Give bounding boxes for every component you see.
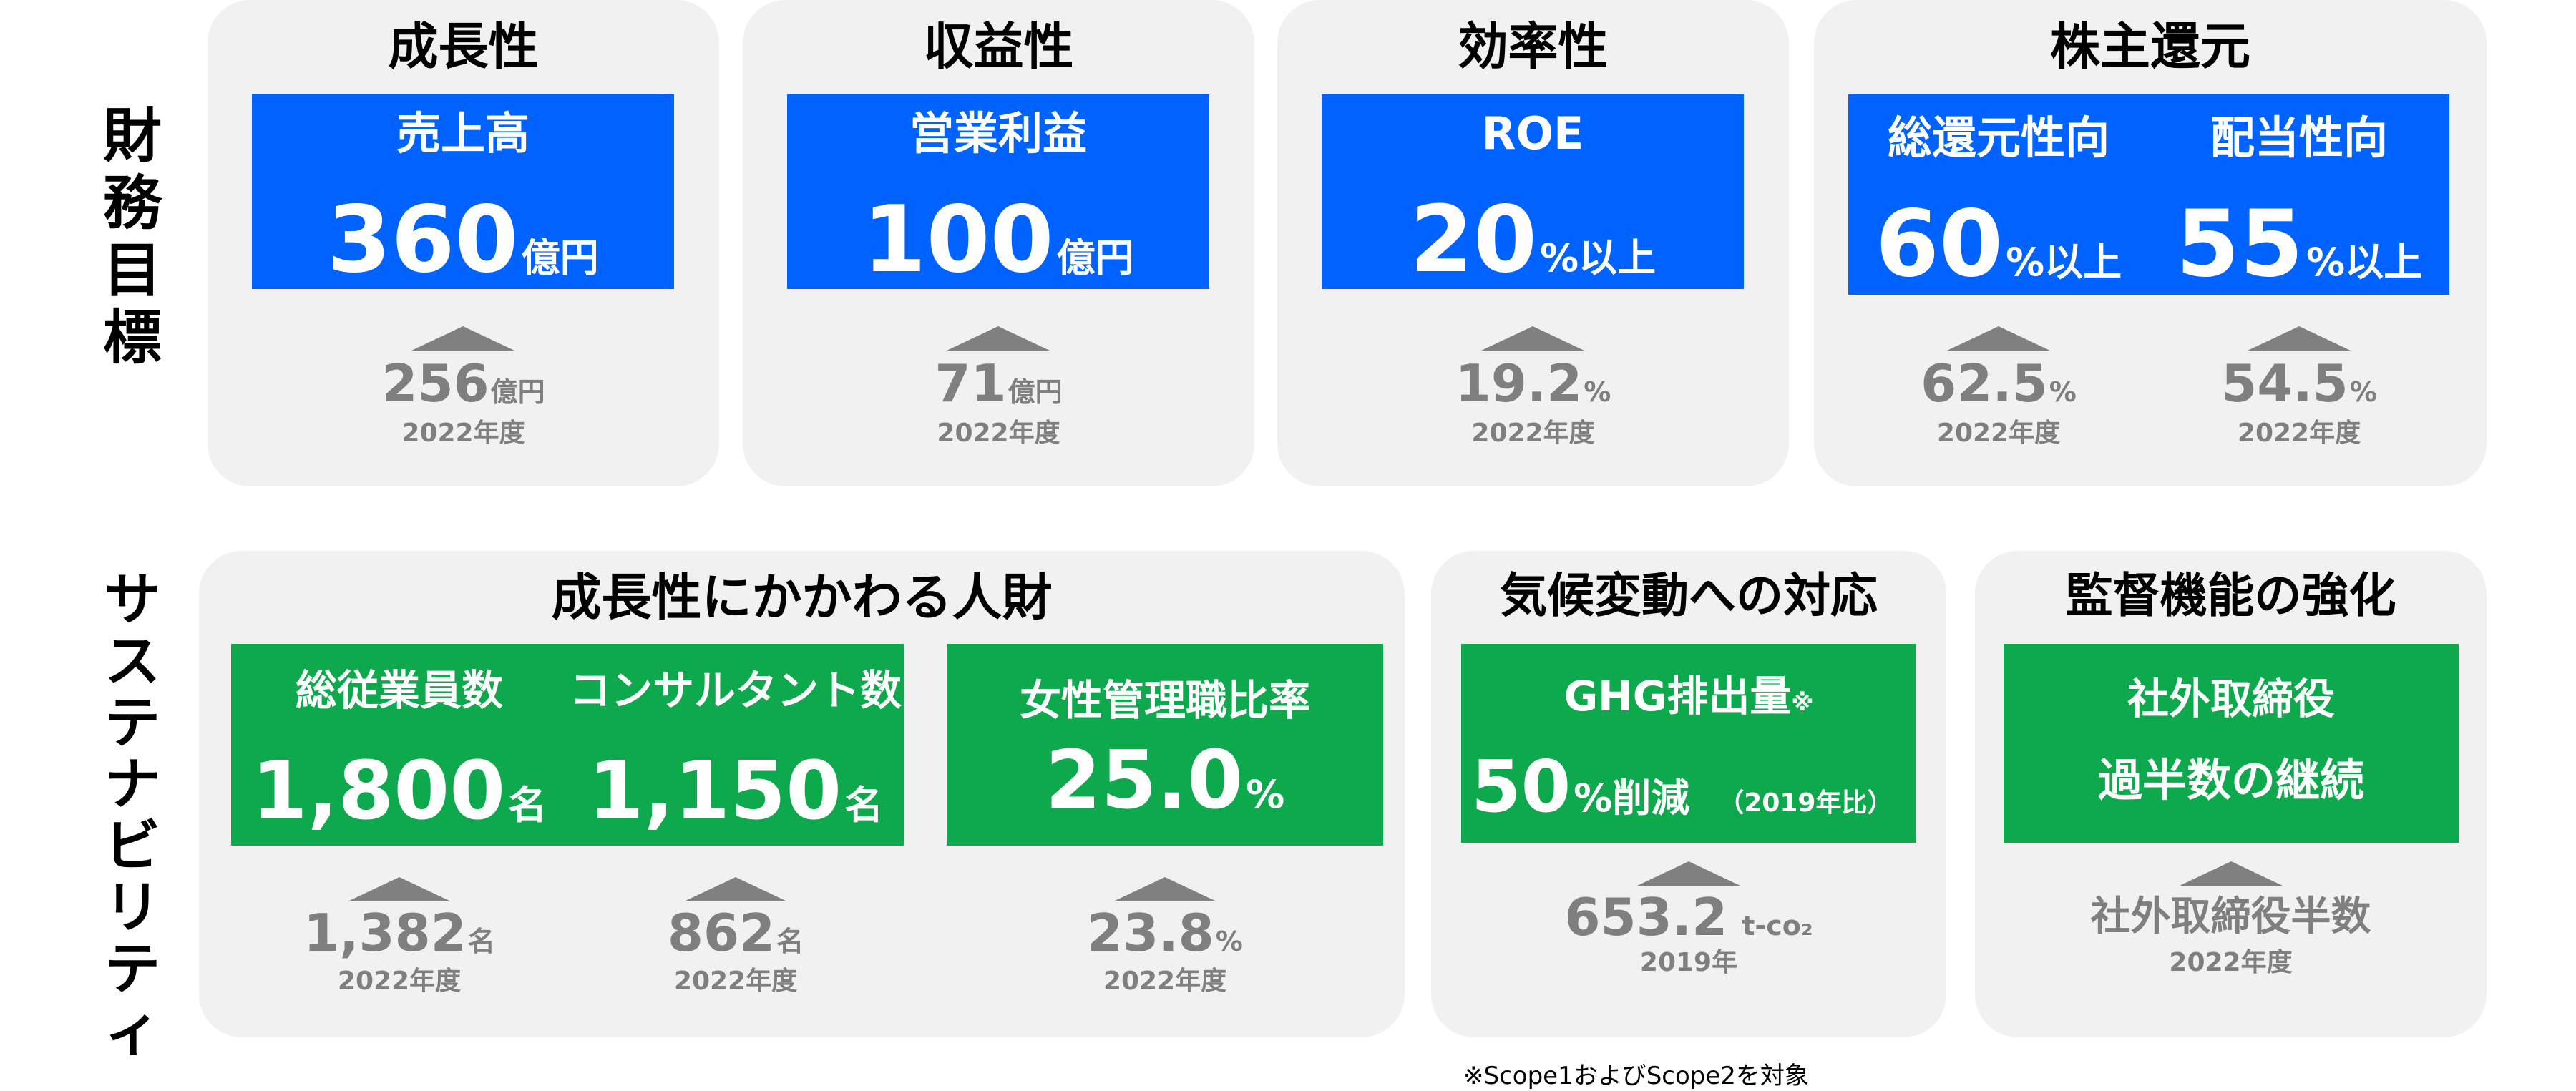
consultants-prev-year: 2022年度 bbox=[673, 967, 798, 996]
up-arrow-icon bbox=[1481, 326, 1584, 351]
consultants-label: コンサルタント数 bbox=[569, 666, 902, 715]
financial-targets-label: 財 務 目 標 bbox=[102, 102, 162, 372]
growth-card: 成長性 売上高 360億円 256億円 2022年度 bbox=[208, 0, 719, 486]
consultants-value: 1,150名 bbox=[587, 745, 884, 838]
growth-prev-value: 256億円 bbox=[381, 353, 545, 414]
consultants-prev-value: 862名 bbox=[667, 903, 804, 963]
dividend-target: 配当性向 55%以上 bbox=[2149, 94, 2449, 295]
profit-title: 収益性 bbox=[923, 17, 1074, 76]
outside-directors-target-box: 社外取締役 過半数の継続 bbox=[2004, 644, 2459, 843]
ghg-prev-value: 653.2 t-co₂ bbox=[1564, 887, 1813, 947]
efficiency-prev-value: 19.2% bbox=[1455, 353, 1611, 414]
growth-prev-year: 2022年度 bbox=[401, 419, 525, 448]
women-managers-prev-year: 2022年度 bbox=[1103, 967, 1227, 996]
dividend-prev-year: 2022年度 bbox=[2237, 419, 2361, 448]
profit-prev-value: 71億円 bbox=[935, 353, 1063, 414]
shareholder-target-box: 総還元性向 60%以上 配当性向 55%以上 bbox=[1848, 94, 2449, 295]
dividend-value: 55%以上 bbox=[2175, 191, 2423, 298]
total-return-prev-year: 2022年度 bbox=[1936, 419, 2061, 448]
efficiency-card: 効率性 ROE 20%以上 19.2% 2022年度 bbox=[1277, 0, 1789, 486]
women-managers-target-box: 女性管理職比率 25.0% bbox=[947, 644, 1383, 846]
consultants-target: コンサルタント数 1,150名 bbox=[567, 644, 904, 846]
up-arrow-icon bbox=[684, 877, 787, 901]
up-arrow-icon bbox=[947, 326, 1050, 351]
profit-prev-year: 2022年度 bbox=[937, 419, 1060, 448]
headcount-target-box: 総従業員数 1,800名 コンサルタント数 1,150名 bbox=[231, 644, 904, 846]
outside-directors-prev: 社外取締役半数 bbox=[2090, 894, 2371, 940]
outside-directors-prev-year: 2022年度 bbox=[2169, 948, 2293, 977]
ghg-target-box: GHG排出量※ 50%削減 （2019年比） bbox=[1461, 644, 1916, 843]
people-title: 成長性にかかわる人財 bbox=[551, 568, 1053, 627]
governance-card: 監督機能の強化 社外取締役 過半数の継続 社外取締役半数 2022年度 bbox=[1975, 551, 2487, 1037]
growth-target-box: 売上高 360億円 bbox=[252, 94, 674, 289]
profit-target-box: 営業利益 100億円 bbox=[787, 94, 1209, 289]
ghg-target-value: 50%削減 （2019年比） bbox=[1471, 745, 1893, 828]
efficiency-target-label: ROE bbox=[1481, 107, 1584, 160]
footnote: ※Scope1およびScope2を対象 bbox=[1463, 1062, 1809, 1090]
shareholder-card: 株主還元 総還元性向 60%以上 配当性向 55%以上 62.5% 2022年度… bbox=[1814, 0, 2487, 486]
profit-target-value: 100億円 bbox=[862, 187, 1134, 293]
women-managers-label: 女性管理職比率 bbox=[1019, 676, 1310, 725]
up-arrow-icon bbox=[2180, 861, 2283, 886]
up-arrow-icon bbox=[411, 326, 514, 351]
total-return-prev-value: 62.5% bbox=[1921, 353, 2077, 414]
employees-target: 総従業員数 1,800名 bbox=[231, 644, 567, 846]
women-managers-value: 25.0% bbox=[1045, 734, 1285, 827]
total-return-target: 総還元性向 60%以上 bbox=[1848, 94, 2149, 295]
ghg-prev-year: 2019年 bbox=[1639, 948, 1738, 977]
total-return-value: 60%以上 bbox=[1875, 191, 2122, 298]
up-arrow-icon bbox=[1113, 877, 1216, 901]
efficiency-target-value: 20%以上 bbox=[1409, 187, 1657, 293]
climate-card: 気候変動への対応 GHG排出量※ 50%削減 （2019年比） 653.2 t-co… bbox=[1431, 551, 1946, 1037]
up-arrow-icon bbox=[1947, 326, 2050, 351]
outside-directors-line2: 過半数の継続 bbox=[2097, 754, 2364, 806]
sustainability-label: サ ス テ ナ ビ リ テ ィ bbox=[104, 568, 160, 1063]
profit-target-label: 営業利益 bbox=[909, 107, 1087, 160]
up-arrow-icon bbox=[1637, 861, 1740, 886]
efficiency-target-box: ROE 20%以上 bbox=[1322, 94, 1744, 289]
dividend-label: 配当性向 bbox=[2210, 112, 2388, 164]
dividend-prev-value: 54.5% bbox=[2221, 353, 2377, 414]
total-return-label: 総還元性向 bbox=[1887, 112, 2109, 164]
climate-title: 気候変動への対応 bbox=[1500, 568, 1878, 623]
people-card: 成長性にかかわる人財 総従業員数 1,800名 コンサルタント数 1,150名 … bbox=[199, 551, 1405, 1037]
women-managers-prev-value: 23.8% bbox=[1087, 903, 1243, 963]
up-arrow-icon bbox=[2248, 326, 2351, 351]
outside-directors-line1: 社外取締役 bbox=[2127, 675, 2335, 723]
up-arrow-icon bbox=[348, 877, 451, 901]
efficiency-title: 効率性 bbox=[1458, 17, 1609, 76]
efficiency-prev-year: 2022年度 bbox=[1471, 419, 1595, 448]
growth-title: 成長性 bbox=[388, 17, 539, 76]
employees-prev-value: 1,382名 bbox=[303, 903, 495, 963]
governance-title: 監督機能の強化 bbox=[2065, 568, 2396, 623]
shareholder-title: 株主還元 bbox=[2050, 17, 2250, 76]
growth-target-value: 360億円 bbox=[327, 187, 599, 293]
profit-card: 収益性 営業利益 100億円 71億円 2022年度 bbox=[743, 0, 1254, 486]
employees-label: 総従業員数 bbox=[295, 666, 503, 715]
ghg-label: GHG排出量※ bbox=[1563, 672, 1814, 720]
employees-value: 1,800名 bbox=[251, 745, 547, 838]
employees-prev-year: 2022年度 bbox=[337, 967, 462, 996]
growth-target-label: 売上高 bbox=[396, 107, 530, 160]
